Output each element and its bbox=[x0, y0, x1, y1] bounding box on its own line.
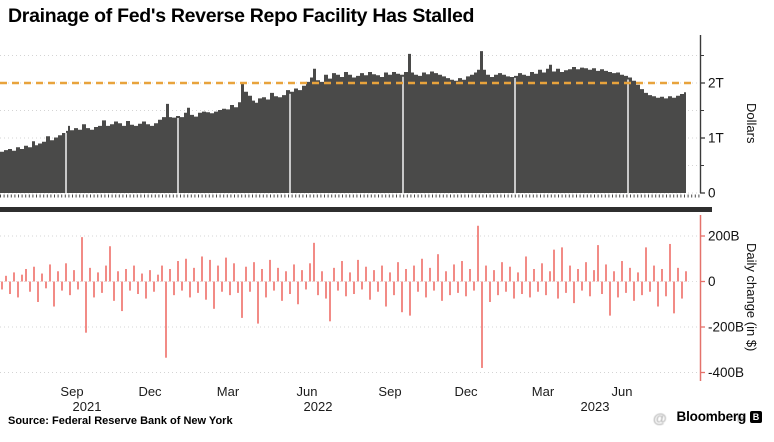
lower-y-tick-label: -200B bbox=[708, 320, 744, 335]
lower-y-tick-label: 0 bbox=[708, 274, 716, 289]
chart-title: Drainage of Fed's Reverse Repo Facility … bbox=[8, 5, 475, 27]
reverse-repo-area-chart: 0 1T 2T bbox=[0, 35, 724, 201]
panel-separator bbox=[0, 207, 712, 212]
bloomberg-brand: Bloomberg B bbox=[677, 409, 762, 424]
daily-change-bar-chart: 200B 0 -200B -400B bbox=[0, 215, 744, 381]
watermark-at-sign: @ bbox=[653, 410, 667, 426]
x-year-label: 2022 bbox=[303, 399, 333, 414]
bloomberg-logo-icon: B bbox=[750, 410, 762, 423]
x-month-label: Sep bbox=[60, 384, 84, 399]
x-month-label: Jun bbox=[611, 384, 633, 399]
upper-y-tick-label: 2T bbox=[708, 76, 724, 91]
x-month-label: Mar bbox=[216, 384, 240, 399]
upper-y-tick-label: 1T bbox=[708, 131, 724, 146]
source-attribution: Source: Federal Reserve Bank of New York bbox=[8, 415, 233, 427]
upper-axis-label: Dollars bbox=[744, 102, 759, 144]
x-month-label: Sep bbox=[378, 384, 402, 399]
lower-y-tick-label: 200B bbox=[708, 229, 740, 244]
watermark-tail: H bbox=[737, 411, 746, 425]
x-month-label: Dec bbox=[454, 384, 478, 399]
x-year-label: 2021 bbox=[72, 399, 102, 414]
lower-y-tick-label: -400B bbox=[708, 365, 744, 380]
x-month-label: Jun bbox=[296, 384, 318, 399]
x-month-label: Mar bbox=[531, 384, 555, 399]
x-month-label: Dec bbox=[138, 384, 162, 399]
bloomberg-wordmark: Bloomberg bbox=[676, 409, 747, 424]
upper-y-tick-label: 0 bbox=[708, 186, 716, 201]
lower-axis-label: Daily change (in $) bbox=[744, 242, 759, 352]
x-year-label: 2023 bbox=[580, 399, 610, 414]
